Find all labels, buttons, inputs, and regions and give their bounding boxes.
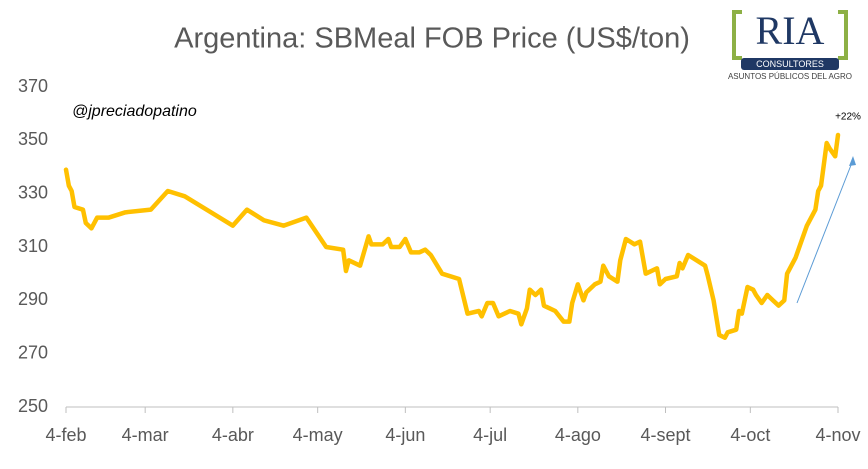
x-tick-label: 4-oct — [730, 425, 770, 445]
annotation: @jpreciadopatino — [72, 103, 197, 120]
logo-tagline: CONSULTORES — [756, 59, 824, 69]
x-tick-label: 4-feb — [45, 425, 86, 445]
y-tick-label: 350 — [18, 129, 48, 149]
arrow-head — [849, 156, 856, 166]
x-tick-label: 4-jun — [385, 425, 425, 445]
x-tick-label: 4-may — [293, 425, 343, 445]
arrow — [796, 159, 854, 304]
y-tick-label: 270 — [18, 342, 48, 362]
x-tick-label: 4-abr — [212, 425, 254, 445]
x-tick-label: 4-ago — [555, 425, 601, 445]
logo: RIA CONSULTORES ASUNTOS PÚBLICOS DEL AGR… — [728, 8, 852, 81]
logo-band — [741, 58, 839, 70]
logo-bracket — [732, 10, 742, 60]
y-tick-label: 290 — [18, 289, 48, 309]
x-tick-label: 4-nov — [815, 425, 860, 445]
x-tick-label: 4-jul — [473, 425, 507, 445]
logo-name: RIA — [756, 8, 825, 53]
x-tick-label: 4-mar — [122, 425, 169, 445]
chart-title: Argentina: SBMeal FOB Price (US$/ton) — [174, 23, 690, 55]
x-tick-label: 4-sept — [640, 425, 690, 445]
y-tick-label: 250 — [18, 396, 48, 416]
y-tick-label: 330 — [18, 182, 48, 202]
y-tick-label: 370 — [18, 76, 48, 96]
line-series — [63, 132, 841, 340]
logo-bracket — [838, 10, 848, 60]
y-tick-label: 310 — [18, 236, 48, 256]
annotation: +22% — [835, 112, 861, 123]
logo-subtitle: ASUNTOS PÚBLICOS DEL AGRO — [728, 72, 852, 81]
